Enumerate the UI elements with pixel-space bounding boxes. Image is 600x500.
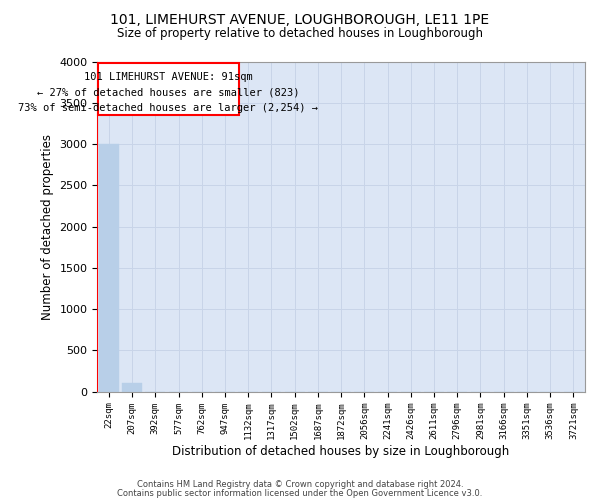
- FancyBboxPatch shape: [98, 63, 239, 115]
- Text: Contains HM Land Registry data © Crown copyright and database right 2024.: Contains HM Land Registry data © Crown c…: [137, 480, 463, 489]
- Bar: [99, 144, 119, 392]
- Text: Size of property relative to detached houses in Loughborough: Size of property relative to detached ho…: [117, 28, 483, 40]
- Text: Contains public sector information licensed under the Open Government Licence v3: Contains public sector information licen…: [118, 488, 482, 498]
- Bar: [122, 383, 142, 392]
- X-axis label: Distribution of detached houses by size in Loughborough: Distribution of detached houses by size …: [172, 444, 510, 458]
- Text: 73% of semi-detached houses are larger (2,254) →: 73% of semi-detached houses are larger (…: [19, 103, 319, 113]
- Text: 101 LIMEHURST AVENUE: 91sqm: 101 LIMEHURST AVENUE: 91sqm: [84, 72, 253, 82]
- Y-axis label: Number of detached properties: Number of detached properties: [41, 134, 54, 320]
- Text: ← 27% of detached houses are smaller (823): ← 27% of detached houses are smaller (82…: [37, 88, 299, 98]
- Text: 101, LIMEHURST AVENUE, LOUGHBOROUGH, LE11 1PE: 101, LIMEHURST AVENUE, LOUGHBOROUGH, LE1…: [110, 12, 490, 26]
